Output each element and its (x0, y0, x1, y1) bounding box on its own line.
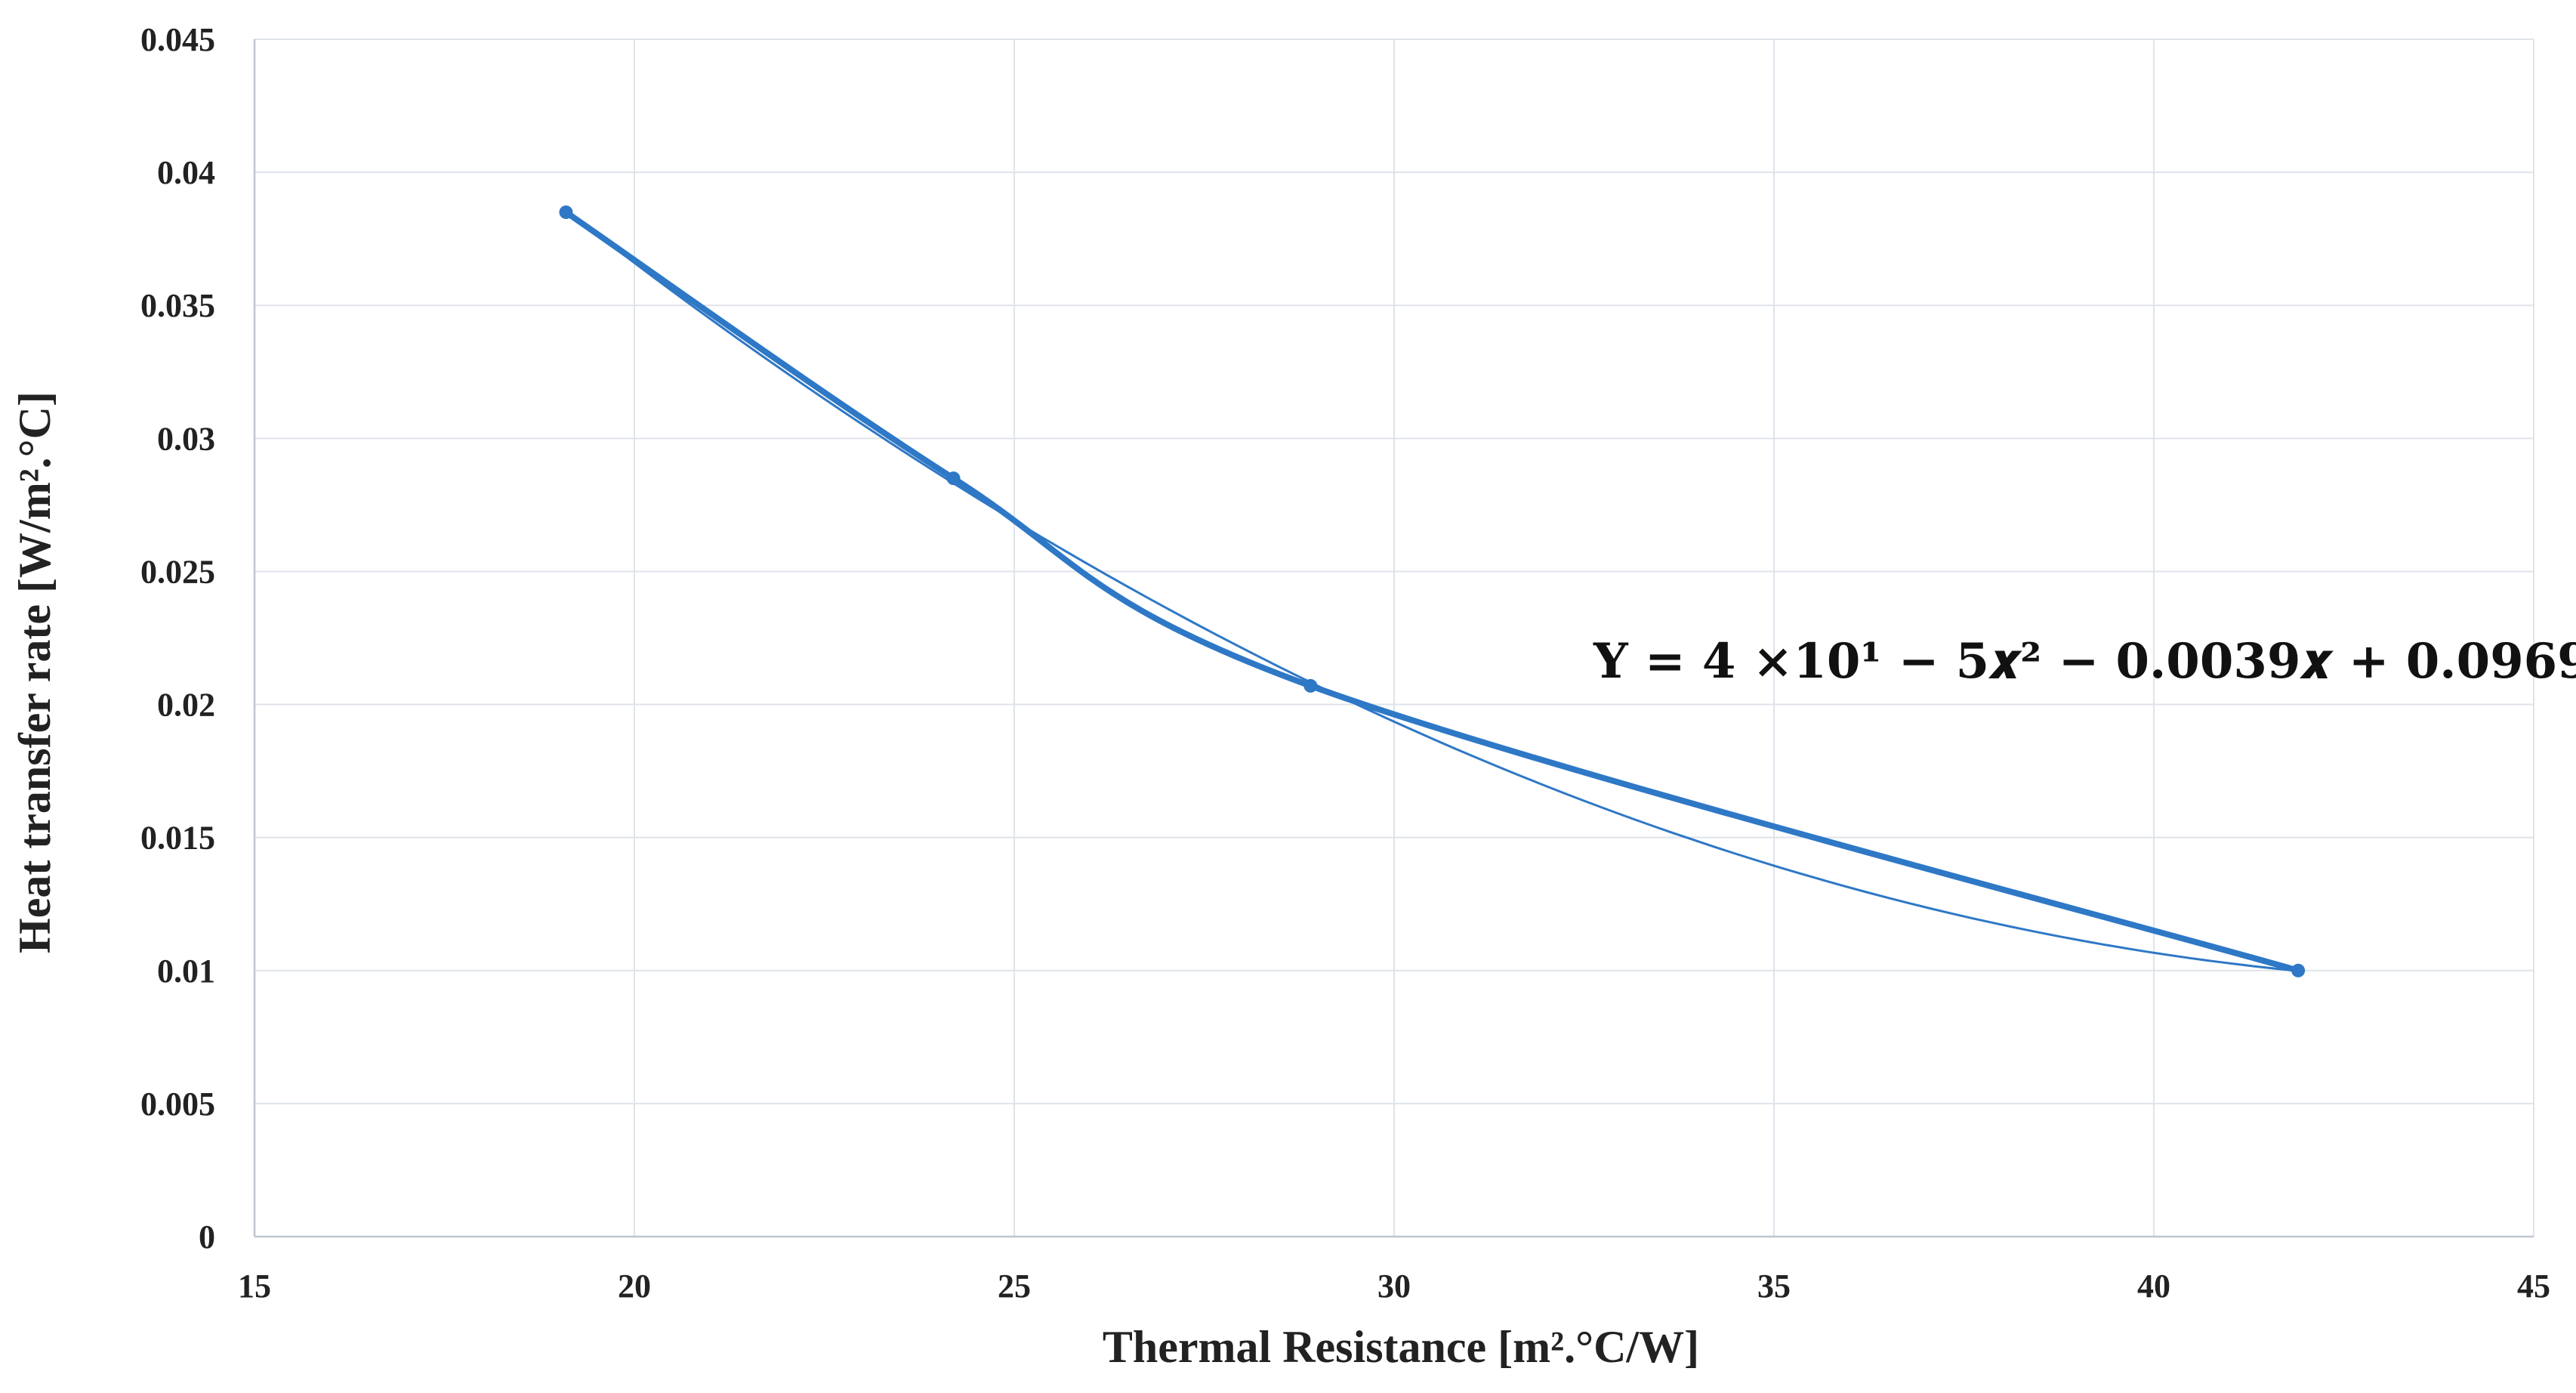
y-tick-label: 0.015 (140, 820, 215, 857)
series (559, 205, 2306, 978)
data-point (2291, 963, 2306, 978)
data-point (559, 205, 573, 219)
y-tick-label: 0 (199, 1218, 215, 1256)
x-tick-label: 15 (238, 1268, 271, 1305)
x-axis-title: Thermal Resistance [m².°C/W] (1103, 1322, 1699, 1372)
y-tick-label: 0.025 (140, 553, 215, 590)
trendline (565, 209, 2299, 972)
x-tick-label: 30 (1377, 1268, 1411, 1305)
trendline-equation: Y = 4 ×10¹ − 5𝒙² − 0.0039𝒙 + 0.0969 (1593, 633, 2576, 690)
y-tick-label: 0.035 (140, 287, 215, 324)
x-tick-label: 25 (998, 1268, 1031, 1305)
axes (253, 39, 2534, 1238)
y-tick-label: 0.03 (157, 420, 215, 457)
y-tick-label: 0.04 (157, 154, 215, 191)
y-tick-label: 0.01 (157, 953, 215, 990)
data-point (1303, 678, 1318, 693)
x-tick-label: 40 (2137, 1268, 2170, 1305)
grid (255, 39, 2534, 1237)
x-tick-label: 20 (618, 1268, 651, 1305)
y-tick-label: 0.02 (157, 687, 215, 724)
x-tick-label: 45 (2517, 1268, 2550, 1305)
y-tick-label: 0.045 (140, 21, 215, 58)
data-point (946, 471, 961, 486)
series-line-data (563, 208, 2302, 974)
x-tick-label: 35 (1757, 1268, 1791, 1305)
y-tick-labels: 0 0.005 0.01 0.015 0.02 0.025 0.03 0.035 0.04 0.0… (140, 21, 215, 1256)
x-tick-labels: 15 20 25 30 35 40 45 (238, 1268, 2550, 1305)
y-tick-label: 0.005 (140, 1086, 215, 1123)
y-axis-title: Heat transfer rate [W/m².°C] (10, 391, 60, 953)
